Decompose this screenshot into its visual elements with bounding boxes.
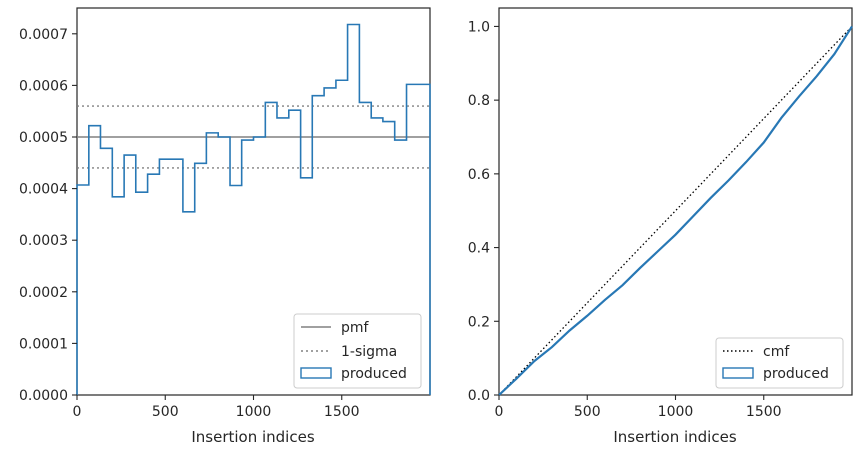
produced-histogram-step [76,23,431,395]
cumulative-x-tick-label: 0 [495,404,504,420]
histogram-y-tick-label: 0.0004 [19,182,68,198]
cumulative-y-tick-label: 1.0 [468,19,490,35]
legend-produced-cum-swatch [722,367,754,379]
legend-pmf-label: pmf [341,320,370,336]
histogram-legend: pmf 1-sigma produced [293,313,422,389]
legend-produced-cum-label: produced [763,366,829,382]
cumulative-x-tick-label: 1500 [746,404,782,420]
histogram-x-tick-label: 1000 [236,404,272,420]
cumulative-legend: cmf produced [715,337,844,389]
cumulative-plot-area [498,7,853,396]
histogram-y-tick-label: 0.0005 [19,130,68,146]
histogram-x-tick-label: 1500 [324,404,360,420]
cumulative-x-tick-label: 500 [574,404,601,420]
produced-cumulative-line [498,25,853,396]
legend-sigma-label: 1-sigma [341,344,397,360]
cumulative-y-tick-label: 0.0 [468,388,490,404]
legend-cmf-label: cmf [763,344,790,360]
histogram-legend-box [293,313,422,389]
cmf-line [498,25,853,396]
cumulative-y-tick-label: 0.6 [468,167,490,183]
legend-produced-swatch [300,367,332,379]
histogram-x-axis-label: Insertion indices [191,428,314,446]
histogram-y-tick-label: 0.0000 [19,388,68,404]
cumulative-x-tick-label: 1000 [658,404,694,420]
histogram-x-tick-label: 500 [152,404,179,420]
histogram-x-tick-label: 0 [73,404,82,420]
histogram-y-tick-label: 0.0006 [19,78,68,94]
cumulative-x-axis-label: Insertion indices [613,428,736,446]
cumulative-y-tick-label: 0.8 [468,93,490,109]
histogram-panel: 0 500 1000 1500 0.0000 0.0001 0.0002 0.0003 0.00… [19,7,431,446]
legend-produced-label: produced [341,366,407,382]
histogram-y-tick-label: 0.0003 [19,233,68,249]
cumulative-y-tick-label: 0.2 [468,314,490,330]
cumulative-panel: 0 500 1000 1500 0.0 0.2 0.4 0.6 0.8 1.0 Insertion… [468,7,853,446]
histogram-y-tick-label: 0.0001 [19,336,68,352]
histogram-y-tick-label: 0.0007 [19,27,68,43]
histogram-y-tick-label: 0.0002 [19,285,68,301]
cumulative-y-tick-label: 0.4 [468,241,490,257]
